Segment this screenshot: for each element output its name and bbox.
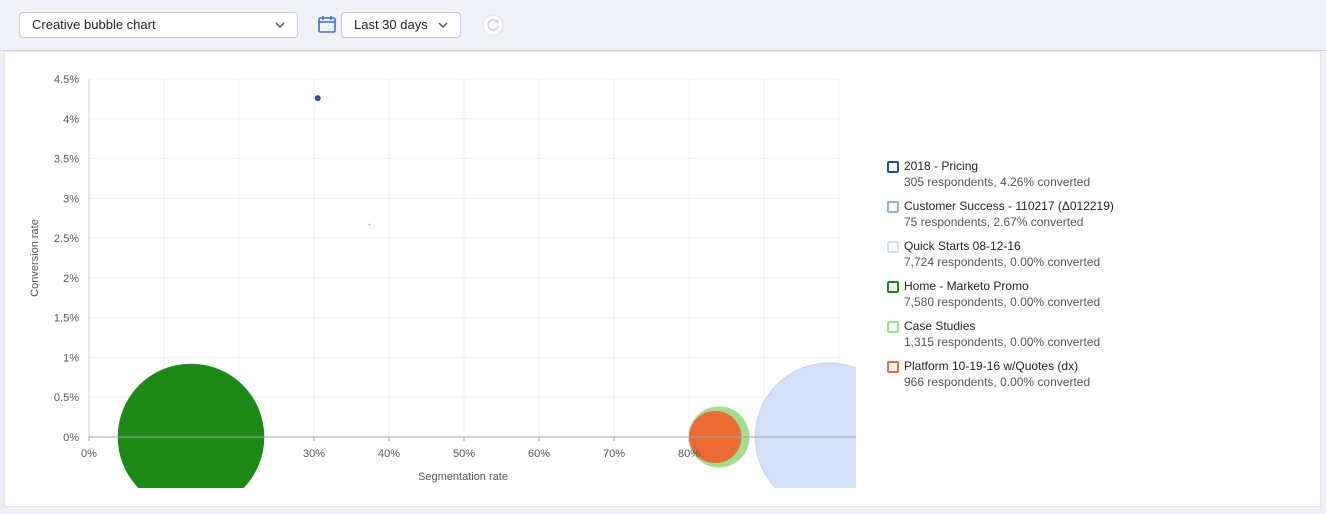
y-tick-label: 0.5% [54, 392, 79, 404]
chevron-down-icon [275, 22, 285, 29]
x-tick-label: 0% [81, 448, 97, 460]
x-tick-label: 40% [378, 448, 400, 460]
y-tick-label: 1% [63, 352, 79, 364]
legend-name: 2018 - Pricing [904, 159, 979, 173]
y-tick-label: 3.5% [54, 154, 79, 166]
x-tick-label: 50% [453, 448, 475, 460]
legend-stats: 305 respondents, 4.26% converted [904, 175, 1091, 189]
x-tick-label: 60% [528, 448, 550, 460]
legend-item[interactable]: Quick Starts 08-12-16 7,724 respondents,… [887, 239, 1307, 279]
refresh-icon[interactable] [482, 14, 504, 36]
legend-swatch [887, 201, 899, 213]
bubble-chart: 0% 0.5% 1% 1.5% 2% 2.5% 3% 3.5% 4% 4.5% 0% 30% 40% 50… [29, 74, 856, 488]
bubble [368, 223, 371, 226]
view-select-value: Creative bubble chart [32, 17, 156, 32]
y-axis-title: Conversion rate [29, 219, 41, 297]
y-tick-label: 3% [63, 193, 79, 205]
y-tick-label: 0% [63, 432, 79, 444]
legend-item[interactable]: Case Studies 1,315 respondents, 0.00% co… [887, 319, 1307, 359]
x-axis-title: Segmentation rate [418, 471, 508, 483]
chart-panel: 0% 0.5% 1% 1.5% 2% 2.5% 3% 3.5% 4% 4.5% 0% 30% 40% 50… [4, 51, 1321, 507]
calendar-icon[interactable] [317, 14, 337, 34]
legend-swatch [887, 161, 899, 173]
y-tick-label: 2.5% [54, 233, 79, 245]
legend-item[interactable]: Platform 10-19-16 w/Quotes (dx) 966 resp… [887, 359, 1307, 399]
y-tick-label: 2% [63, 273, 79, 285]
legend-name: Case Studies [904, 319, 976, 333]
chart-legend: 2018 - Pricing 305 respondents, 4.26% co… [887, 159, 1307, 399]
legend-item[interactable]: Home - Marketo Promo 7,580 respondents, … [887, 279, 1307, 319]
date-range-select[interactable]: Last 30 days [341, 12, 461, 38]
legend-swatch [887, 321, 899, 333]
legend-item[interactable]: 2018 - Pricing 305 respondents, 4.26% co… [887, 159, 1307, 199]
legend-stats: 966 respondents, 0.00% converted [904, 375, 1091, 389]
x-tick-label: 70% [603, 448, 625, 460]
legend-name: Quick Starts 08-12-16 [904, 239, 1021, 253]
legend-stats: 7,724 respondents, 0.00% converted [904, 255, 1101, 269]
legend-stats: 7,580 respondents, 0.00% converted [904, 295, 1101, 309]
chevron-down-icon [438, 22, 448, 29]
legend-stats: 1,315 respondents, 0.00% converted [904, 335, 1101, 349]
legend-name: Platform 10-19-16 w/Quotes (dx) [904, 359, 1079, 373]
bubble [754, 362, 856, 488]
date-range-value: Last 30 days [354, 17, 428, 32]
y-tick-label: 4% [63, 114, 79, 126]
legend-swatch [887, 241, 899, 253]
view-select[interactable]: Creative bubble chart [19, 12, 298, 38]
toolbar: Creative bubble chart Last 30 days [0, 0, 1326, 51]
legend-swatch [887, 281, 899, 293]
x-tick-label: 80% [678, 448, 700, 460]
legend-swatch [887, 361, 899, 373]
bubble [117, 363, 265, 488]
legend-name: Customer Success - 110217 (Δ012219) [904, 199, 1114, 213]
legend-item[interactable]: Customer Success - 110217 (Δ012219) 75 r… [887, 199, 1307, 239]
legend-stats: 75 respondents, 2.67% converted [904, 215, 1084, 229]
y-tick-label: 4.5% [54, 74, 79, 86]
x-tick-label: 30% [303, 448, 325, 460]
y-tick-label: 1.5% [54, 313, 79, 325]
legend-name: Home - Marketo Promo [904, 279, 1029, 293]
bubble [314, 95, 321, 102]
